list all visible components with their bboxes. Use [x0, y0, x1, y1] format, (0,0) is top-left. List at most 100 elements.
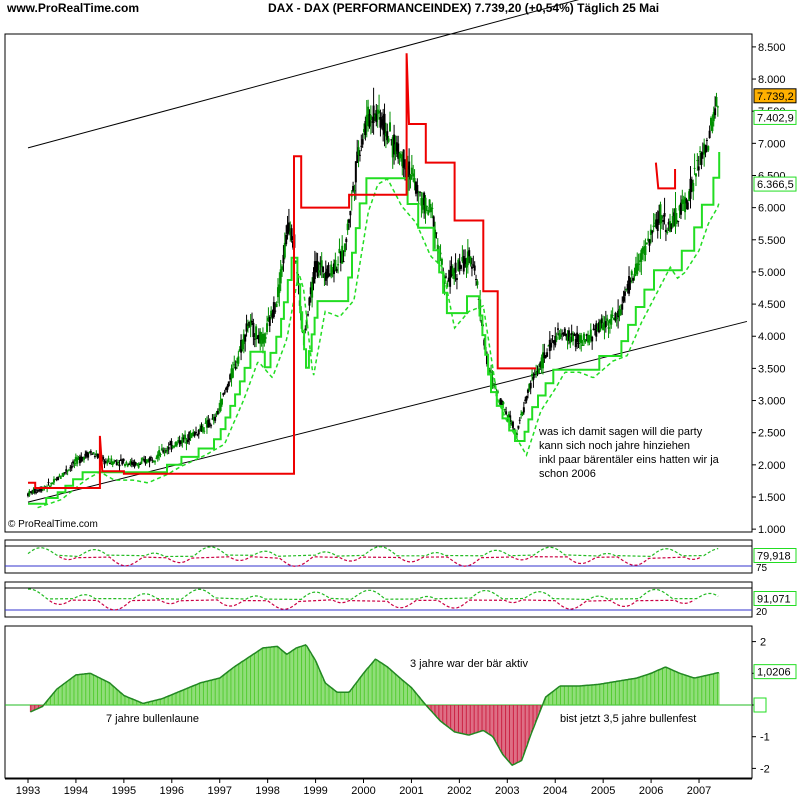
site-url[interactable]: www.ProRealTime.com [7, 1, 140, 15]
candle-body [179, 440, 182, 444]
candle-body [281, 266, 284, 270]
candle-body [36, 489, 39, 491]
candle-body [435, 232, 438, 234]
stop-line-red-2006 [654, 162, 677, 190]
candle-body [62, 472, 65, 476]
candle-body [582, 333, 585, 341]
candle-body [402, 149, 405, 168]
candle-body [505, 411, 508, 415]
momentum-value-box [753, 664, 797, 680]
y-tick-label: 8.000 [758, 74, 786, 86]
candle-body [134, 462, 137, 464]
candle-body [211, 418, 214, 420]
candle-body [175, 442, 178, 446]
candle-body [572, 334, 575, 342]
candle-body [434, 229, 437, 239]
candle-body [451, 268, 454, 275]
candle-body [69, 467, 72, 469]
candle-body [420, 198, 423, 206]
candle-body [93, 456, 96, 458]
candle-body [685, 198, 688, 204]
candle-body [354, 161, 357, 183]
candle-body [597, 322, 600, 333]
candle-body [633, 273, 636, 277]
candle-body [260, 334, 263, 341]
candle-body [225, 387, 228, 390]
candle-body [184, 434, 187, 440]
price-label: 7.402,9 [757, 112, 794, 124]
candle-body [251, 321, 254, 323]
candle-body [673, 212, 676, 217]
candle-body [607, 327, 610, 329]
candle-body [413, 178, 416, 184]
candle-body [573, 333, 576, 336]
candle-body [128, 463, 131, 465]
candle-body [557, 328, 560, 330]
candle-body [337, 264, 340, 266]
candle-body [57, 476, 60, 481]
candle-body [152, 461, 155, 463]
candle-body [544, 355, 547, 358]
candle-body [214, 416, 217, 421]
candle-body [133, 461, 136, 467]
candle-body [584, 339, 587, 343]
candle-body [32, 489, 35, 494]
candle-body [171, 446, 174, 448]
candle-body [353, 190, 356, 192]
candle-body [102, 456, 105, 460]
candle-body [52, 479, 55, 483]
candle-body [401, 154, 404, 167]
candle-body [287, 222, 290, 232]
annotation-line: kann sich noch jahre hinziehen [539, 440, 690, 452]
candle-body [669, 221, 672, 232]
candle-body [387, 138, 390, 142]
candle-body [640, 250, 643, 262]
candle-body [268, 316, 271, 326]
candle-body [246, 325, 249, 329]
candle-body [139, 463, 142, 465]
candle-body [638, 260, 641, 262]
candle-body [521, 411, 524, 416]
candle-body [185, 442, 188, 444]
candle-body [397, 143, 400, 159]
candle-body [122, 458, 125, 462]
candle-body [468, 250, 471, 257]
candle-body [473, 265, 476, 271]
candle-body [266, 323, 269, 333]
candle-body [31, 491, 34, 494]
candle-body [315, 260, 318, 273]
candle-body [234, 367, 237, 369]
candle-body [257, 334, 260, 344]
candle-body [196, 434, 199, 436]
candle-body [332, 263, 335, 275]
candle-body [327, 264, 330, 277]
candle-body [342, 261, 345, 263]
candle-body [386, 131, 389, 141]
candle-body [193, 432, 196, 436]
candle-body [647, 238, 650, 241]
candle-body [286, 224, 289, 234]
candle-body [516, 433, 519, 435]
candle-body [241, 340, 244, 350]
candle-body [699, 150, 702, 152]
candle-body [629, 280, 632, 283]
candle-body [364, 120, 367, 136]
candle-body [283, 242, 286, 258]
candle-body [201, 427, 204, 432]
candle-body [308, 297, 311, 306]
candle-body [360, 145, 363, 147]
candle-body [148, 457, 151, 462]
candle-body [561, 333, 564, 335]
panel-frame-3 [4, 581, 753, 618]
annotation-line: inkl paar bärentäler eins hatten wir ja [539, 454, 720, 466]
candle-body [218, 408, 221, 410]
momentum-tick-label: 2 [760, 637, 766, 649]
candle-body [655, 219, 658, 229]
candle-body [163, 451, 166, 453]
candle-body [423, 192, 426, 206]
x-tick-label: 2001 [399, 785, 423, 797]
candle-body [682, 200, 685, 204]
candle-body [114, 460, 117, 462]
candle-body [692, 182, 695, 192]
